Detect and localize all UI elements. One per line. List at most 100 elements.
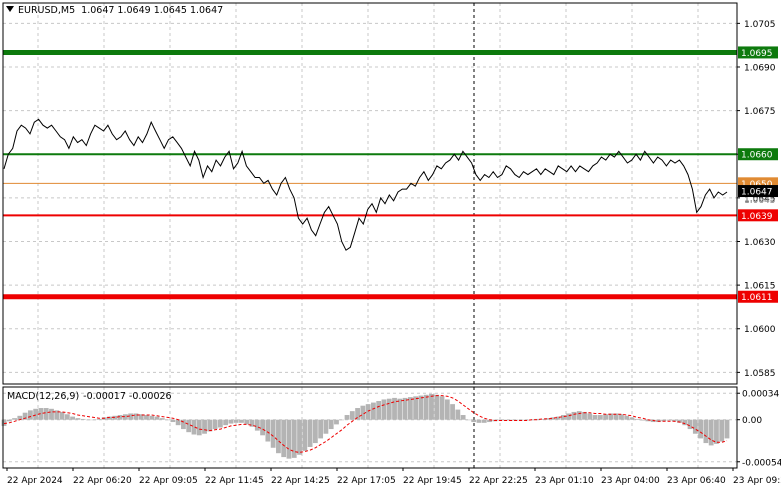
macd-histogram-bar	[107, 416, 112, 420]
macd-histogram-bar	[592, 415, 598, 420]
macd-histogram-bar	[671, 419, 677, 422]
macd-name: MACD(12,26,9)	[7, 391, 79, 402]
main-pane-frame	[2, 2, 738, 385]
macd-histogram-bar	[476, 419, 482, 423]
macd-histogram-bar	[619, 414, 624, 420]
macd-histogram-bar	[276, 419, 281, 454]
macd-histogram-bar	[181, 419, 186, 430]
macd-histogram-bar	[344, 415, 350, 420]
price-tick-label: 1.0705	[744, 20, 776, 30]
time-tick-label: 23 Apr 04:00	[601, 476, 660, 486]
macd-histogram-bar	[212, 419, 218, 430]
level-tag-1.0695-bg	[738, 46, 778, 59]
macd-histogram-bar	[539, 418, 545, 420]
price-line	[3, 118, 728, 251]
macd-histogram-bar	[286, 419, 292, 459]
macd-histogram-bar	[545, 418, 550, 420]
price-tick-label: 1.0690	[744, 63, 776, 73]
macd-histogram-bar	[381, 399, 387, 420]
price-levels	[3, 49, 737, 300]
macd-histogram-bar	[365, 404, 371, 420]
ohlc-values: 1.0647 1.0649 1.0645 1.0647	[81, 5, 224, 16]
time-tick-label: 22 Apr 14:25	[271, 476, 330, 486]
macd-histogram-bar	[371, 402, 376, 420]
macd-histogram-bar	[444, 399, 450, 420]
macd-histogram-bar	[360, 405, 366, 420]
macd-histogram-bar	[339, 419, 345, 421]
macd-histogram-bar	[634, 418, 640, 420]
macd-histogram-bar	[460, 415, 466, 420]
macd-histogram-bar	[297, 419, 302, 455]
macd-histogram-bar	[471, 419, 477, 423]
macd-histogram-bar	[207, 419, 213, 432]
macd-histogram-bar	[318, 419, 324, 439]
macd-histogram-bar	[429, 394, 434, 420]
macd-histogram-bar	[407, 397, 413, 420]
price-tick-label: 1.0585	[744, 369, 776, 379]
macd-histogram-bar	[487, 419, 492, 423]
macd-histogram-bar	[423, 394, 429, 420]
macd-histogram-bar	[703, 419, 709, 444]
macd-histogram-bar	[254, 419, 260, 431]
macd-histogram-bar	[154, 416, 160, 420]
time-tick-label: 22 Apr 2024	[7, 476, 63, 486]
macd-histogram-bar	[349, 411, 355, 420]
macd-histogram-bar	[22, 412, 28, 420]
macd-histogram-bar	[27, 410, 33, 420]
macd-histogram-bar	[302, 419, 308, 451]
macd-histogram-bar	[122, 414, 128, 420]
macd-histogram-bar	[43, 408, 49, 420]
macd-histogram-bar	[386, 398, 392, 420]
level-tag-1.0611-bg	[738, 290, 778, 303]
symbol-dropdown-icon[interactable]	[6, 6, 14, 12]
level-tag-1.0650: 1.0650	[741, 180, 773, 190]
macd-histogram-bar	[334, 419, 339, 425]
macd-histogram-bar	[576, 411, 582, 420]
macd-histogram-bar	[133, 413, 139, 420]
macd-histogram-bar	[708, 419, 714, 446]
macd-histogram-bar	[613, 413, 619, 420]
macd-histogram-bar	[661, 419, 667, 422]
macd-histogram-bar	[677, 419, 682, 423]
time-tick-label: 22 Apr 11:45	[205, 476, 264, 486]
macd-histogram-bar	[724, 419, 730, 439]
macd-histogram-bar	[455, 409, 461, 420]
macd-histogram-bar	[397, 398, 403, 420]
macd-histogram-bar	[597, 415, 603, 420]
macd-histogram-bar	[714, 419, 719, 444]
price-tick-label: 1.0600	[744, 325, 776, 335]
macd-histogram-bar	[186, 419, 192, 433]
macd-histogram-bar	[228, 419, 234, 424]
macd-histogram-bar	[392, 397, 397, 420]
macd-values: -0.00017 -0.00026	[83, 391, 171, 402]
macd-histogram-bar	[128, 413, 134, 420]
macd-histogram-bar	[719, 419, 725, 442]
macd-histogram-bar	[466, 419, 471, 421]
macd-histogram-bar	[402, 397, 408, 420]
price-level-tags: 1.06451.06951.06601.06501.06391.06111.06…	[738, 46, 778, 303]
macd-indicator-label: MACD(12,26,9) -0.00017 -0.00026	[7, 391, 172, 402]
macd-histogram-bar	[323, 419, 329, 434]
macd-histogram-bar	[191, 419, 197, 435]
macd-histogram-bar	[692, 419, 698, 434]
macd-histogram-bar	[682, 419, 688, 426]
time-tick-label: 22 Apr 06:20	[73, 476, 132, 486]
level-tag-1.0660-bg	[738, 148, 778, 161]
main-price-grid	[3, 3, 737, 384]
macd-histogram-bar	[291, 419, 297, 458]
macd-histogram-bar	[260, 419, 265, 436]
macd-histogram-bar	[244, 419, 250, 425]
symbol-timeframe[interactable]: EURUSD,M5	[18, 5, 76, 16]
macd-histogram-bar	[624, 415, 630, 420]
macd-histogram-bar	[534, 418, 540, 420]
macd-histogram-bar	[59, 411, 65, 420]
macd-histogram-bar	[307, 419, 313, 447]
macd-histogram-bar	[12, 418, 17, 420]
chart-header: EURUSD,M5 1.0647 1.0649 1.0645 1.0647	[6, 5, 223, 16]
price-tick-label: 1.0615	[744, 282, 776, 292]
macd-histogram-bar	[413, 396, 419, 420]
macd-histogram-bar	[603, 414, 609, 420]
time-axis: 22 Apr 2024 22 Apr 06:20 22 Apr 09:05 22 Ap…	[6, 468, 781, 486]
time-tick-label: 23 Apr 01:10	[535, 476, 594, 486]
macd-histogram-bar	[645, 419, 651, 422]
